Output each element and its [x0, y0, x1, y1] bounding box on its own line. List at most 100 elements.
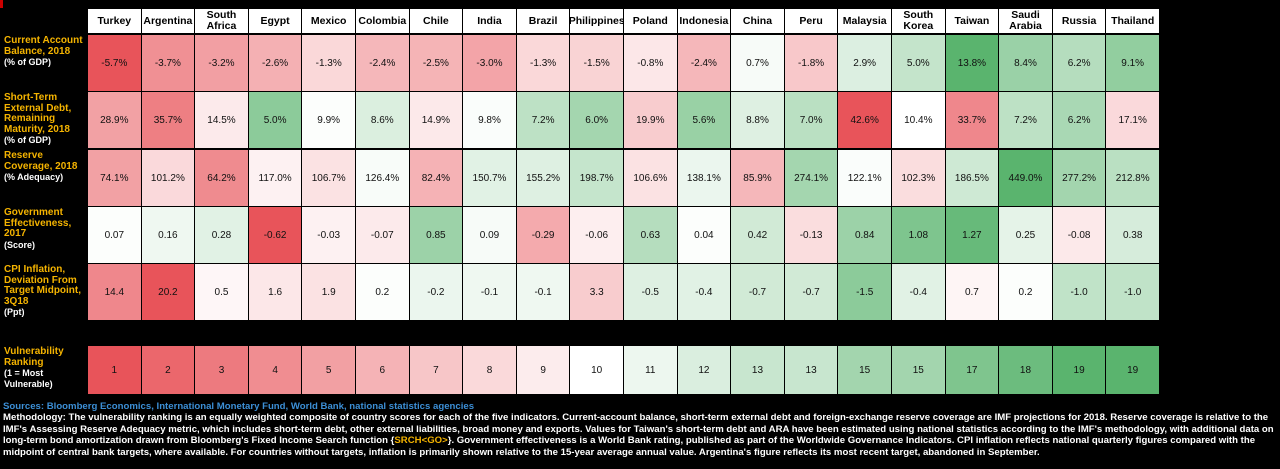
ranking-cell: 4: [248, 346, 302, 394]
sources-note: Sources: Bloomberg Economics, Internatio…: [3, 401, 475, 412]
row-unit-text: (% of GDP): [4, 57, 51, 67]
row-label: Reserve Coverage, 2018 (% Adequacy): [1, 150, 87, 206]
ranking-cell: 8: [463, 346, 516, 394]
top-bar: [0, 0, 1280, 8]
row-label: Short-Term External Debt, Remaining Matu…: [1, 92, 87, 148]
footer: Sources: Bloomberg Economics, Internatio…: [3, 401, 1275, 458]
table-cell: 0.16: [141, 207, 195, 263]
row-label-text: Reserve Coverage, 2018: [4, 150, 78, 172]
table-cell: -1.3%: [302, 35, 355, 91]
table-cell: 42.6%: [838, 92, 891, 148]
row-label-text: Government Effectiveness, 2017: [4, 207, 72, 239]
table-cell: 85.9%: [731, 150, 784, 206]
table-cell: -0.4: [892, 264, 945, 320]
ranking-cell: 9: [516, 346, 570, 394]
column-header-south-africa: South Africa: [195, 9, 248, 33]
table-cell: -0.5: [624, 264, 677, 320]
table-cell: 10.4%: [892, 92, 945, 148]
ranking-cell: 15: [892, 346, 945, 394]
row-unit-text: (Ppt): [4, 307, 25, 317]
table-cell: 28.9%: [88, 92, 141, 148]
table-cell: -3.2%: [195, 35, 248, 91]
table-cell: 101.2%: [141, 150, 195, 206]
table-cell: -0.2: [409, 264, 463, 320]
methodology-note: Methodology: The vulnerability ranking i…: [3, 412, 1275, 458]
table-cell: -0.29: [516, 207, 570, 263]
table-cell: -2.5%: [409, 35, 463, 91]
table-cell: -2.6%: [248, 35, 302, 91]
table-cell: -3.0%: [463, 35, 516, 91]
ranking-cell: 2: [141, 346, 195, 394]
ranking-cell: 18: [999, 346, 1052, 394]
table-cell: 8.6%: [356, 92, 409, 148]
table-cell: 19.9%: [624, 92, 677, 148]
table-cell: 20.2: [141, 264, 195, 320]
table-cell: -1.5: [838, 264, 891, 320]
table-cell: 0.42: [731, 207, 784, 263]
column-header-india: India: [463, 9, 516, 33]
table-cell: 7.0%: [784, 92, 838, 148]
vulnerability-heatmap-table: Turkey Argentina South Africa Egypt Mexico Co…: [1, 9, 1159, 394]
table-cell: 5.0%: [892, 35, 945, 91]
column-header-chile: Chile: [409, 9, 463, 33]
table-cell: 0.25: [999, 207, 1052, 263]
table-cell: -0.06: [570, 207, 623, 263]
column-header-philippines: Philippines: [570, 9, 623, 33]
table-cell: -0.8%: [624, 35, 677, 91]
table-cell: 0.84: [838, 207, 891, 263]
table-cell: -1.8%: [784, 35, 838, 91]
table-cell: 0.09: [463, 207, 516, 263]
table-cell: 0.5: [195, 264, 248, 320]
table-cell: 106.7%: [302, 150, 355, 206]
table-cell: -0.62: [248, 207, 302, 263]
srch-function-link[interactable]: SRCH<GO>: [394, 435, 448, 447]
table-cell: 155.2%: [516, 150, 570, 206]
column-header-peru: Peru: [784, 9, 838, 33]
column-header-taiwan: Taiwan: [945, 9, 999, 33]
table-cell: 9.1%: [1106, 35, 1159, 91]
table-cell: 3.3: [570, 264, 623, 320]
ranking-cell: 6: [356, 346, 409, 394]
table-cell: 0.07: [88, 207, 141, 263]
table-cell: -1.0: [1052, 264, 1106, 320]
column-header-turkey: Turkey: [88, 9, 141, 33]
table-cell: -0.08: [1052, 207, 1106, 263]
table-cell: 102.3%: [892, 150, 945, 206]
column-header-brazil: Brazil: [516, 9, 570, 33]
table-cell: -1.3%: [516, 35, 570, 91]
table-cell: 14.9%: [409, 92, 463, 148]
column-header-mexico: Mexico: [302, 9, 355, 33]
table-cell: 64.2%: [195, 150, 248, 206]
table-cell: 198.7%: [570, 150, 623, 206]
column-header-china: China: [731, 9, 784, 33]
table-cell: 122.1%: [838, 150, 891, 206]
row-label-text: Short-Term External Debt, Remaining Matu…: [4, 92, 72, 135]
table-cell: 0.04: [677, 207, 731, 263]
column-header-russia: Russia: [1052, 9, 1106, 33]
table-cell: 186.5%: [945, 150, 999, 206]
table-cell: -3.7%: [141, 35, 195, 91]
table-cell: 150.7%: [463, 150, 516, 206]
ranking-cell: 13: [731, 346, 784, 394]
table-cell: 6.2%: [1052, 35, 1106, 91]
table-cell: 117.0%: [248, 150, 302, 206]
table-cell: 0.85: [409, 207, 463, 263]
row-label: Current Account Balance, 2018 (% of GDP): [1, 35, 87, 91]
table-cell: 8.8%: [731, 92, 784, 148]
ranking-cell: 13: [784, 346, 838, 394]
table-cell: 14.5%: [195, 92, 248, 148]
column-header-malaysia: Malaysia: [838, 9, 891, 33]
ranking-cell: 17: [945, 346, 999, 394]
column-header-colombia: Colombia: [356, 9, 409, 33]
table-cell: 35.7%: [141, 92, 195, 148]
table-cell: 82.4%: [409, 150, 463, 206]
top-bar-accent: [0, 0, 3, 8]
row-label: CPI Inflation, Deviation From Target Mid…: [1, 264, 87, 320]
row-unit-text: (% Adequacy): [4, 172, 64, 182]
ranking-cell: 7: [409, 346, 463, 394]
table-cell: -0.4: [677, 264, 731, 320]
table-cell: 9.8%: [463, 92, 516, 148]
methodology-text: Methodology: The vulnerability ranking i…: [3, 412, 1274, 447]
column-header-saudi-arabia: Saudi Arabia: [999, 9, 1052, 33]
table-cell: -0.1: [463, 264, 516, 320]
